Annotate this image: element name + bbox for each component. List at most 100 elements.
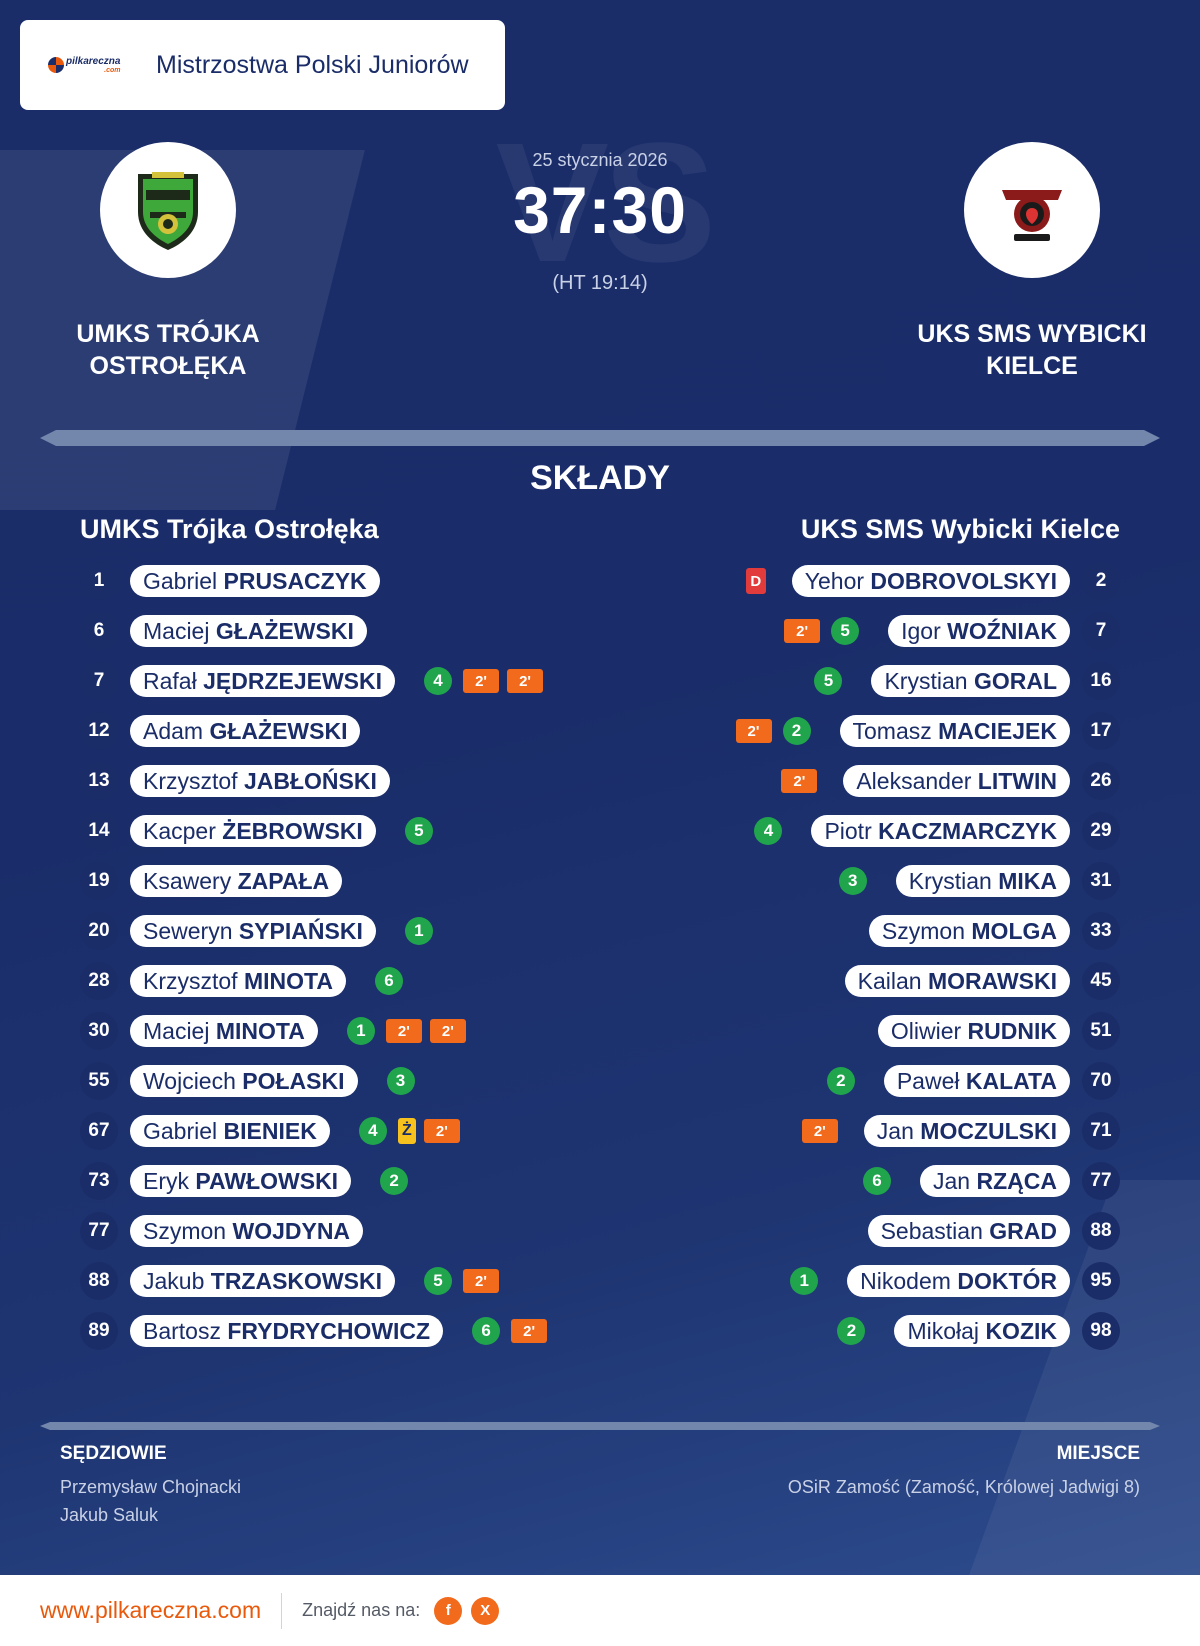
player-last-name: KALATA	[965, 1068, 1057, 1094]
player-name: Nikodem DOKTÓR	[847, 1265, 1070, 1297]
player-first-name: Jan	[933, 1168, 971, 1194]
player-last-name: MINOTA	[215, 1018, 305, 1044]
player-name: Bartosz FRYDRYCHOWICZ	[130, 1315, 444, 1347]
player-last-name: DOKTÓR	[957, 1268, 1057, 1294]
jersey-number: 29	[1082, 812, 1120, 850]
jersey-number: 7	[1082, 612, 1120, 650]
jersey-number: 2	[1082, 562, 1120, 600]
player-first-name: Bartosz	[143, 1318, 221, 1344]
venue: MIEJSCE OSiR Zamość (Zamość, Królowej Ja…	[788, 1443, 1140, 1501]
jersey-number: 13	[80, 762, 118, 800]
home-team-name: UMKS TRÓJKA OSTROŁĘKA	[76, 320, 260, 380]
player-last-name: DOBROVOLSKYI	[870, 568, 1057, 594]
player-stats: 3	[380, 1067, 422, 1095]
player-first-name: Mikołaj	[907, 1318, 980, 1344]
logo-domain: .com	[104, 66, 121, 74]
player-stats: 5 2'	[417, 1267, 503, 1295]
player-name: Piotr KACZMARCZYK	[811, 815, 1070, 847]
goals-badge: 6	[863, 1167, 892, 1195]
player-name: Rafał JĘDRZEJEWSKI	[130, 665, 396, 697]
player-name: Szymon WOJDYNA	[130, 1215, 364, 1247]
goals-badge: 2	[380, 1167, 409, 1195]
player-last-name: MINOTA	[243, 968, 333, 994]
player-last-name: GŁAŻEWSKI	[215, 618, 354, 644]
goals-badge: 2	[826, 1067, 855, 1095]
player-row: 45 Kailan MORAWSKI	[732, 956, 1120, 1006]
player-row: 17 Tomasz MACIEJEK 2 2'	[732, 706, 1120, 756]
venue-value: OSiR Zamość (Zamość, Królowej Jadwigi 8)	[787, 1477, 1140, 1497]
player-name: Jakub TRZASKOWSKI	[130, 1265, 395, 1297]
jersey-number: 55	[80, 1062, 118, 1100]
player-stats: 2'	[798, 1119, 842, 1143]
home-team-crest	[100, 142, 236, 278]
player-stats: 2	[830, 1317, 872, 1345]
player-stats: 4 2' 2'	[417, 667, 547, 695]
player-last-name: FRYDRYCHOWICZ	[227, 1318, 431, 1344]
player-row: 98 Mikołaj KOZIK 2	[732, 1306, 1120, 1356]
player-name: Kailan MORAWSKI	[844, 965, 1070, 997]
player-first-name: Eryk	[143, 1168, 189, 1194]
player-name: Krzysztof JABŁOŃSKI	[130, 765, 390, 797]
jersey-number: 51	[1082, 1012, 1120, 1050]
player-stats: 6	[856, 1167, 898, 1195]
suspension-badge: 2'	[462, 1269, 499, 1293]
suspension-badge: 2'	[735, 719, 772, 743]
player-name: Mikołaj KOZIK	[894, 1315, 1070, 1347]
suspension-badge: 2'	[784, 619, 821, 643]
player-row: 2 Yehor DOBROVOLSKYI D	[732, 556, 1120, 606]
jersey-number: 7	[80, 662, 118, 700]
halftime-score: (HT 19:14)	[552, 272, 648, 294]
website-link[interactable]: www.pilkareczna.com	[40, 1597, 262, 1623]
jersey-number: 31	[1082, 862, 1120, 900]
player-first-name: Jakub	[143, 1268, 205, 1294]
player-name: Krystian MIKA	[895, 865, 1070, 897]
goals-badge: 3	[838, 867, 867, 895]
player-first-name: Krzysztof	[143, 768, 238, 794]
player-first-name: Szymon	[881, 918, 965, 944]
player-first-name: Jan	[876, 1118, 914, 1144]
player-row: 7 Igor WOŹNIAK 5 2'	[732, 606, 1120, 656]
player-last-name: KACZMARCZYK	[878, 818, 1057, 844]
player-last-name: SYPIAŃSKI	[238, 918, 363, 944]
player-row: 28 Krzysztof MINOTA 6	[80, 956, 551, 1006]
away-team-crest	[964, 142, 1100, 278]
jersey-number: 16	[1082, 662, 1120, 700]
jersey-number: 26	[1082, 762, 1120, 800]
player-stats: 4 Ż 2'	[352, 1117, 464, 1145]
player-row: 51 Oliwier RUDNIK	[732, 1006, 1120, 1056]
goals-badge: 5	[831, 617, 860, 645]
player-first-name: Ksawery	[143, 868, 232, 894]
player-first-name: Nikodem	[860, 1268, 951, 1294]
player-last-name: PAWŁOWSKI	[195, 1168, 339, 1194]
player-row: 33 Szymon MOLGA	[732, 906, 1120, 956]
competition-title: Mistrzostwa Polski Juniorów	[156, 50, 469, 79]
player-first-name: Adam	[143, 718, 204, 744]
player-name: Gabriel PRUSACZYK	[130, 565, 380, 597]
jersey-number: 14	[80, 812, 118, 850]
player-row: 88 Jakub TRZASKOWSKI 5 2'	[80, 1256, 551, 1306]
player-row: 67 Gabriel BIENIEK 4 Ż 2'	[80, 1106, 551, 1156]
player-name: Adam GŁAŻEWSKI	[130, 715, 361, 747]
jersey-number: 6	[80, 612, 118, 650]
player-name: Maciej GŁAŻEWSKI	[130, 615, 367, 647]
pilkareczna-logo[interactable]: pilkareczna .com	[48, 45, 138, 85]
player-first-name: Sebastian	[880, 1218, 983, 1244]
player-name: Szymon MOLGA	[868, 915, 1070, 947]
logo-wordmark: pilkareczna	[66, 55, 121, 67]
jersey-number: 33	[1082, 912, 1120, 950]
jersey-number: 89	[80, 1312, 118, 1350]
jersey-number: 98	[1082, 1312, 1120, 1350]
jersey-number: 77	[80, 1212, 118, 1250]
player-stats: 3	[832, 867, 874, 895]
jersey-number: 88	[80, 1262, 118, 1300]
player-stats: 1	[398, 917, 440, 945]
jersey-number: 70	[1082, 1062, 1120, 1100]
player-name: Krzysztof MINOTA	[130, 965, 346, 997]
yellow-card-badge: Ż	[397, 1118, 416, 1144]
facebook-icon[interactable]: f	[434, 1596, 463, 1625]
player-row: 31 Krystian MIKA 3	[732, 856, 1120, 906]
goals-badge: 4	[358, 1117, 387, 1145]
player-name: Jan MOCZULSKI	[863, 1115, 1070, 1147]
x-icon[interactable]: X	[471, 1596, 500, 1625]
away-roster: 2 Yehor DOBROVOLSKYI D 7 Igor WOŹNIAK 5 2' 16 Kr…	[732, 556, 1120, 1356]
